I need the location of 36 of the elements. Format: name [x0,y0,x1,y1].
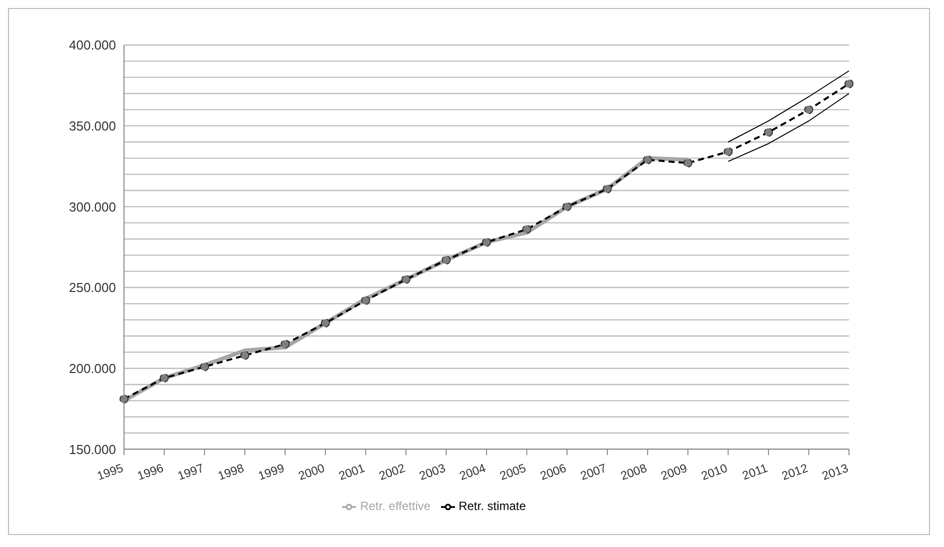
x-tick-label: 2002 [377,460,408,484]
point [160,374,169,383]
legend-label: Retr. effettive [360,499,431,514]
x-tick-label: 2009 [659,460,690,484]
x-tick-label: 2003 [417,460,448,484]
x-tick-label: 2007 [578,460,609,484]
y-tick-label: 350.000 [69,118,116,134]
x-tick-label: 2006 [538,460,568,484]
x-tick-label: 2008 [618,460,649,484]
legend-label: Retr. stimate [458,499,526,514]
y-tick-label: 150.000 [69,442,116,457]
x-tick-label: 1997 [176,460,206,484]
point [602,184,612,194]
y-tick-label: 400.000 [69,38,116,53]
point [401,274,410,284]
x-tick-label: 2000 [296,460,327,484]
x-tick-label: 1998 [216,460,246,484]
point [442,256,451,265]
x-tick-label: 1996 [135,460,166,484]
line-series [728,93,850,162]
x-tick-label: 2013 [820,460,850,484]
y-tick-label: 200.000 [69,360,116,376]
x-tick-label: 1999 [256,460,286,484]
point [482,238,491,247]
x-tick-label: 2012 [780,460,810,484]
line-series [728,70,850,142]
point [562,202,572,212]
x-tick-label: 2010 [699,460,730,484]
y-tick-label: 250.000 [69,280,116,296]
y-tick-label: 300.000 [69,199,116,214]
x-tick-label: 1995 [95,460,126,484]
x-tick-label: 2001 [336,460,367,484]
x-tick-label: 2011 [740,460,770,483]
point [320,318,330,328]
x-tick-label: 2004 [458,460,488,484]
x-tick-label: 2005 [498,460,528,484]
